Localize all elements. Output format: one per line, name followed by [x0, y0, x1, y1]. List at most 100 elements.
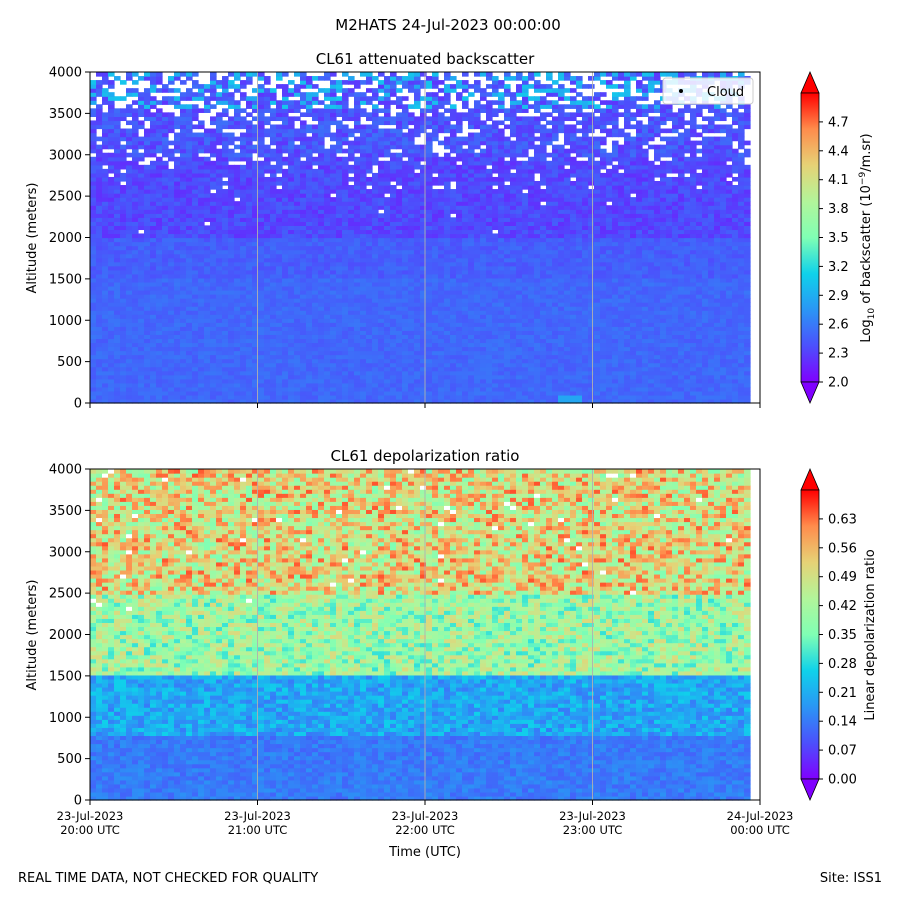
heatmap-cell [450, 374, 457, 380]
heatmap-cell [594, 253, 601, 259]
heatmap-cell [300, 346, 307, 352]
heatmap-cell [432, 229, 439, 235]
heatmap-cell [384, 277, 391, 283]
heatmap-cell [252, 298, 259, 303]
heatmap-cell [240, 390, 247, 396]
heatmap-cell [720, 398, 727, 404]
heatmap-cell [294, 233, 301, 239]
heatmap-cell [486, 277, 493, 283]
heatmap-cell [420, 306, 427, 311]
heatmap-cell [318, 382, 325, 388]
heatmap-cell [684, 346, 691, 352]
heatmap-cell [222, 302, 229, 307]
heatmap-cell [390, 350, 397, 356]
heatmap-cell [666, 229, 673, 235]
heatmap-cell [318, 334, 325, 340]
heatmap-cell [522, 326, 529, 331]
heatmap-cell [708, 261, 715, 267]
heatmap-cell [258, 221, 265, 226]
heatmap-cell [174, 289, 181, 295]
heatmap-cell [354, 354, 361, 360]
heatmap-cell [282, 310, 289, 315]
heatmap-cell [498, 294, 505, 299]
heatmap-cell [408, 394, 415, 400]
heatmap-cell [624, 350, 631, 356]
heatmap-cell [636, 277, 643, 283]
heatmap-cell [288, 338, 295, 344]
heatmap-cell [156, 229, 163, 235]
heatmap-cell [294, 370, 301, 376]
heatmap-cell [342, 221, 349, 226]
heatmap-cell [744, 237, 751, 243]
heatmap-cell [390, 277, 397, 283]
heatmap-cell [336, 277, 343, 283]
heatmap-cell [192, 241, 199, 247]
heatmap-cell [666, 245, 673, 251]
heatmap-cell [720, 370, 727, 376]
heatmap-cell [492, 221, 499, 226]
heatmap-cell [276, 229, 283, 235]
heatmap-cell [588, 394, 595, 400]
heatmap-cell [606, 398, 613, 404]
heatmap-cell [456, 237, 463, 243]
heatmap-cell [648, 241, 655, 247]
heatmap-cell [672, 249, 679, 255]
heatmap-cell [456, 241, 463, 247]
heatmap-cell [600, 318, 607, 323]
heatmap-cell [726, 334, 733, 340]
heatmap-cell [594, 285, 601, 291]
heatmap-cell [522, 221, 529, 226]
heatmap-cell [234, 342, 241, 348]
heatmap-cell [534, 342, 541, 348]
heatmap-cell [192, 253, 199, 259]
heatmap-cell [336, 382, 343, 388]
heatmap-cell [618, 386, 625, 392]
heatmap-cell [366, 289, 373, 295]
heatmap-cell [420, 277, 427, 283]
heatmap-cell [696, 265, 703, 271]
heatmap-cell [582, 225, 589, 231]
heatmap-cell [306, 382, 313, 388]
heatmap-cell [258, 390, 265, 396]
heatmap-cell [528, 225, 535, 231]
heatmap-cell [426, 346, 433, 352]
heatmap-cell [678, 229, 685, 235]
heatmap-cell [732, 285, 739, 291]
heatmap-cell [126, 233, 133, 239]
heatmap-cell [144, 294, 151, 299]
heatmap-cell [384, 338, 391, 344]
heatmap-cell [324, 350, 331, 356]
heatmap-cell [570, 310, 577, 315]
heatmap-cell [330, 358, 337, 364]
heatmap-cell [660, 386, 667, 392]
heatmap-cell [294, 382, 301, 388]
heatmap-cell [216, 294, 223, 299]
heatmap-cell [648, 358, 655, 364]
heatmap-cell [180, 221, 187, 226]
heatmap-cell [180, 225, 187, 231]
heatmap-cell [444, 261, 451, 267]
heatmap-cell [246, 233, 253, 239]
heatmap-cell [498, 229, 505, 235]
heatmap-cell [114, 330, 121, 335]
heatmap-cell [282, 358, 289, 364]
heatmap-cell [300, 302, 307, 307]
heatmap-cell [720, 269, 727, 275]
heatmap-cell [228, 358, 235, 364]
heatmap-cell [354, 294, 361, 299]
heatmap-cell [96, 257, 103, 263]
heatmap-cell [582, 221, 589, 226]
heatmap-cell [600, 277, 607, 283]
heatmap-cell [348, 346, 355, 352]
heatmap-cell [492, 338, 499, 344]
heatmap-cell [384, 253, 391, 259]
heatmap-cell [390, 289, 397, 295]
heatmap-cell [384, 261, 391, 267]
heatmap-cell [744, 394, 751, 400]
heatmap-cell [222, 253, 229, 259]
heatmap-cell [120, 370, 127, 376]
heatmap-cell [144, 346, 151, 352]
heatmap-cell [360, 241, 367, 247]
heatmap-cell [366, 261, 373, 267]
heatmap-cell [630, 241, 637, 247]
